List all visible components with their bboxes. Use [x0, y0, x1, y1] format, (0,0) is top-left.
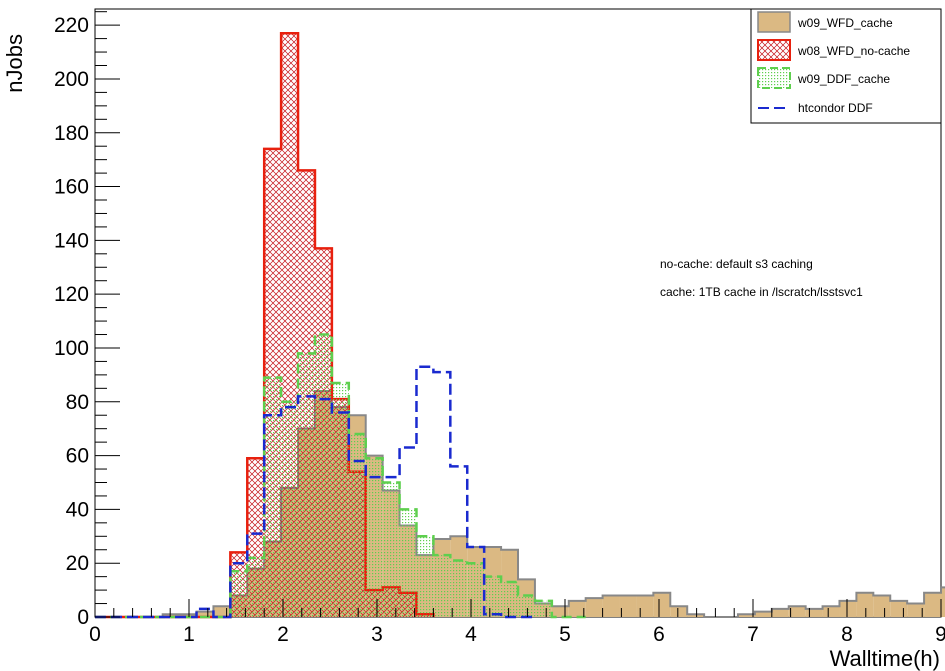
bar-w09-wfd-cache-38 — [737, 614, 755, 617]
bar-w09-wfd-cache-44 — [839, 600, 857, 617]
outline-w09-ddf-cache — [95, 333, 586, 619]
annotation-block: no-cache: default s3 caching cache: 1TB … — [660, 257, 863, 299]
x-tick-label-5: 5 — [559, 623, 571, 646]
bar-w09-ddf-cache-23 — [484, 576, 502, 617]
x-tick-label-9: 9 — [935, 623, 945, 646]
y-tick-label-140: 140 — [54, 229, 89, 252]
outline-htcondor-ddf — [95, 365, 535, 619]
y-tick-label-120: 120 — [54, 283, 89, 306]
bar-w09-ddf-cache-9 — [247, 557, 265, 617]
bar-w09-wfd-cache-7 — [213, 606, 231, 617]
bar-w09-wfd-cache-49 — [924, 592, 941, 617]
legend-entry-htcondor-ddf: htcondor DDF — [758, 101, 873, 115]
bar-w09-ddf-cache-8 — [230, 571, 248, 617]
y-tick-label-180: 180 — [54, 122, 89, 145]
x-tick-label-0: 0 — [89, 623, 101, 646]
bar-w09-wfd-cache-46 — [873, 595, 891, 617]
x-tick-label-7: 7 — [747, 623, 759, 646]
bar-w09-wfd-cache-30 — [602, 595, 620, 617]
legend-label-w08-wfd-no-cache: w08_WFD_no-cache — [797, 44, 910, 58]
y-axis-title: nJobs — [2, 34, 27, 93]
bar-w09-ddf-cache-17 — [382, 482, 400, 617]
x-tick-label-2: 2 — [277, 623, 289, 646]
legend-swatch-w09-wfd-cache — [757, 11, 791, 33]
legend-swatch-w09-ddf-cache — [757, 67, 791, 89]
bar-w09-wfd-cache-31 — [619, 595, 637, 617]
bar-w09-ddf-cache-24 — [501, 582, 518, 617]
legend-entry-w08-wfd-no-cache: w08_WFD_no-cache — [757, 39, 910, 61]
bar-w09-wfd-cache-4 — [162, 614, 180, 617]
bar-w09-wfd-cache-42 — [805, 608, 823, 617]
y-tick-label-80: 80 — [66, 391, 89, 414]
annotation-no-cache: no-cache: default s3 caching — [660, 257, 813, 271]
y-tick-label-220: 220 — [54, 14, 89, 37]
y-tick-label-0: 0 — [77, 606, 89, 629]
bar-w09-ddf-cache-18 — [399, 509, 417, 617]
y-tick-label-20: 20 — [66, 552, 89, 575]
bar-w09-ddf-cache-21 — [450, 560, 468, 617]
bar-w09-wfd-cache-50 — [941, 587, 945, 617]
y-tick-label-100: 100 — [54, 337, 89, 360]
bar-w09-wfd-cache-43 — [822, 606, 840, 617]
series-w09-ddf-cache — [95, 333, 586, 619]
x-tick-label-3: 3 — [371, 623, 383, 646]
bar-w09-ddf-cache-11 — [281, 401, 299, 617]
legend-swatch-w08-wfd-no-cache — [757, 39, 791, 61]
series-layer — [95, 31, 945, 619]
bar-w09-wfd-cache-40 — [771, 608, 789, 617]
bar-w09-wfd-cache-29 — [585, 598, 603, 617]
y-tick-label-160: 160 — [54, 176, 89, 199]
x-axis-title: Walltime(h) — [830, 646, 940, 671]
bar-w09-wfd-cache-34 — [670, 606, 688, 617]
y-tick-label-200: 200 — [54, 68, 89, 91]
y-tick-label-40: 40 — [66, 498, 89, 521]
bar-w09-ddf-cache-15 — [348, 434, 366, 617]
x-tick-label-6: 6 — [653, 623, 665, 646]
bar-w09-ddf-cache-19 — [416, 536, 434, 617]
bar-w09-ddf-cache-16 — [365, 458, 383, 617]
bar-w09-ddf-cache-20 — [433, 555, 451, 617]
bar-w09-wfd-cache-41 — [788, 606, 806, 617]
annotation-cache: cache: 1TB cache in /lscratch/lsstsvc1 — [660, 285, 863, 299]
legend-label-w09-wfd-cache: w09_WFD_cache — [797, 16, 893, 30]
series-htcondor-ddf — [95, 365, 535, 619]
bar-w09-wfd-cache-33 — [653, 592, 671, 617]
bar-w09-ddf-cache-25 — [518, 595, 535, 617]
axis-layer: 0 1 2 3 4 5 6 7 8 9 0 20 40 60 80 100 120 140 160 180 200 220 — [54, 11, 945, 646]
bar-w09-wfd-cache-47 — [890, 600, 908, 617]
legend: w09_WFD_cache w08_WFD_no-cache w09_DDF_c… — [750, 8, 942, 124]
bar-w09-ddf-cache-13 — [314, 334, 332, 617]
legend-entry-w09-wfd-cache: w09_WFD_cache — [757, 11, 893, 33]
bar-w09-wfd-cache-45 — [856, 592, 874, 617]
bar-w09-wfd-cache-39 — [754, 611, 772, 617]
bar-w09-ddf-cache-26 — [534, 600, 552, 617]
bar-w09-ddf-cache-12 — [298, 353, 315, 617]
bar-w09-ddf-cache-22 — [467, 563, 485, 617]
x-tick-label-4: 4 — [465, 623, 477, 646]
legend-label-htcondor-ddf: htcondor DDF — [798, 101, 873, 115]
bar-w09-wfd-cache-5 — [179, 614, 197, 617]
bar-w09-wfd-cache-6 — [196, 611, 214, 617]
bar-w09-wfd-cache-28 — [568, 600, 586, 617]
bar-w09-wfd-cache-48 — [907, 603, 925, 617]
bar-w09-wfd-cache-35 — [687, 614, 705, 617]
legend-label-w09-ddf-cache: w09_DDF_cache — [797, 72, 890, 86]
y-tick-label-60: 60 — [66, 445, 89, 468]
bar-w09-ddf-cache-14 — [331, 382, 349, 617]
x-tick-label-1: 1 — [183, 623, 195, 646]
bar-w09-ddf-cache-10 — [264, 377, 282, 617]
bar-w09-wfd-cache-32 — [636, 595, 654, 617]
legend-entry-w09-ddf-cache: w09_DDF_cache — [757, 67, 890, 89]
bar-w09-wfd-cache-27 — [551, 606, 569, 617]
x-tick-label-8: 8 — [841, 623, 853, 646]
